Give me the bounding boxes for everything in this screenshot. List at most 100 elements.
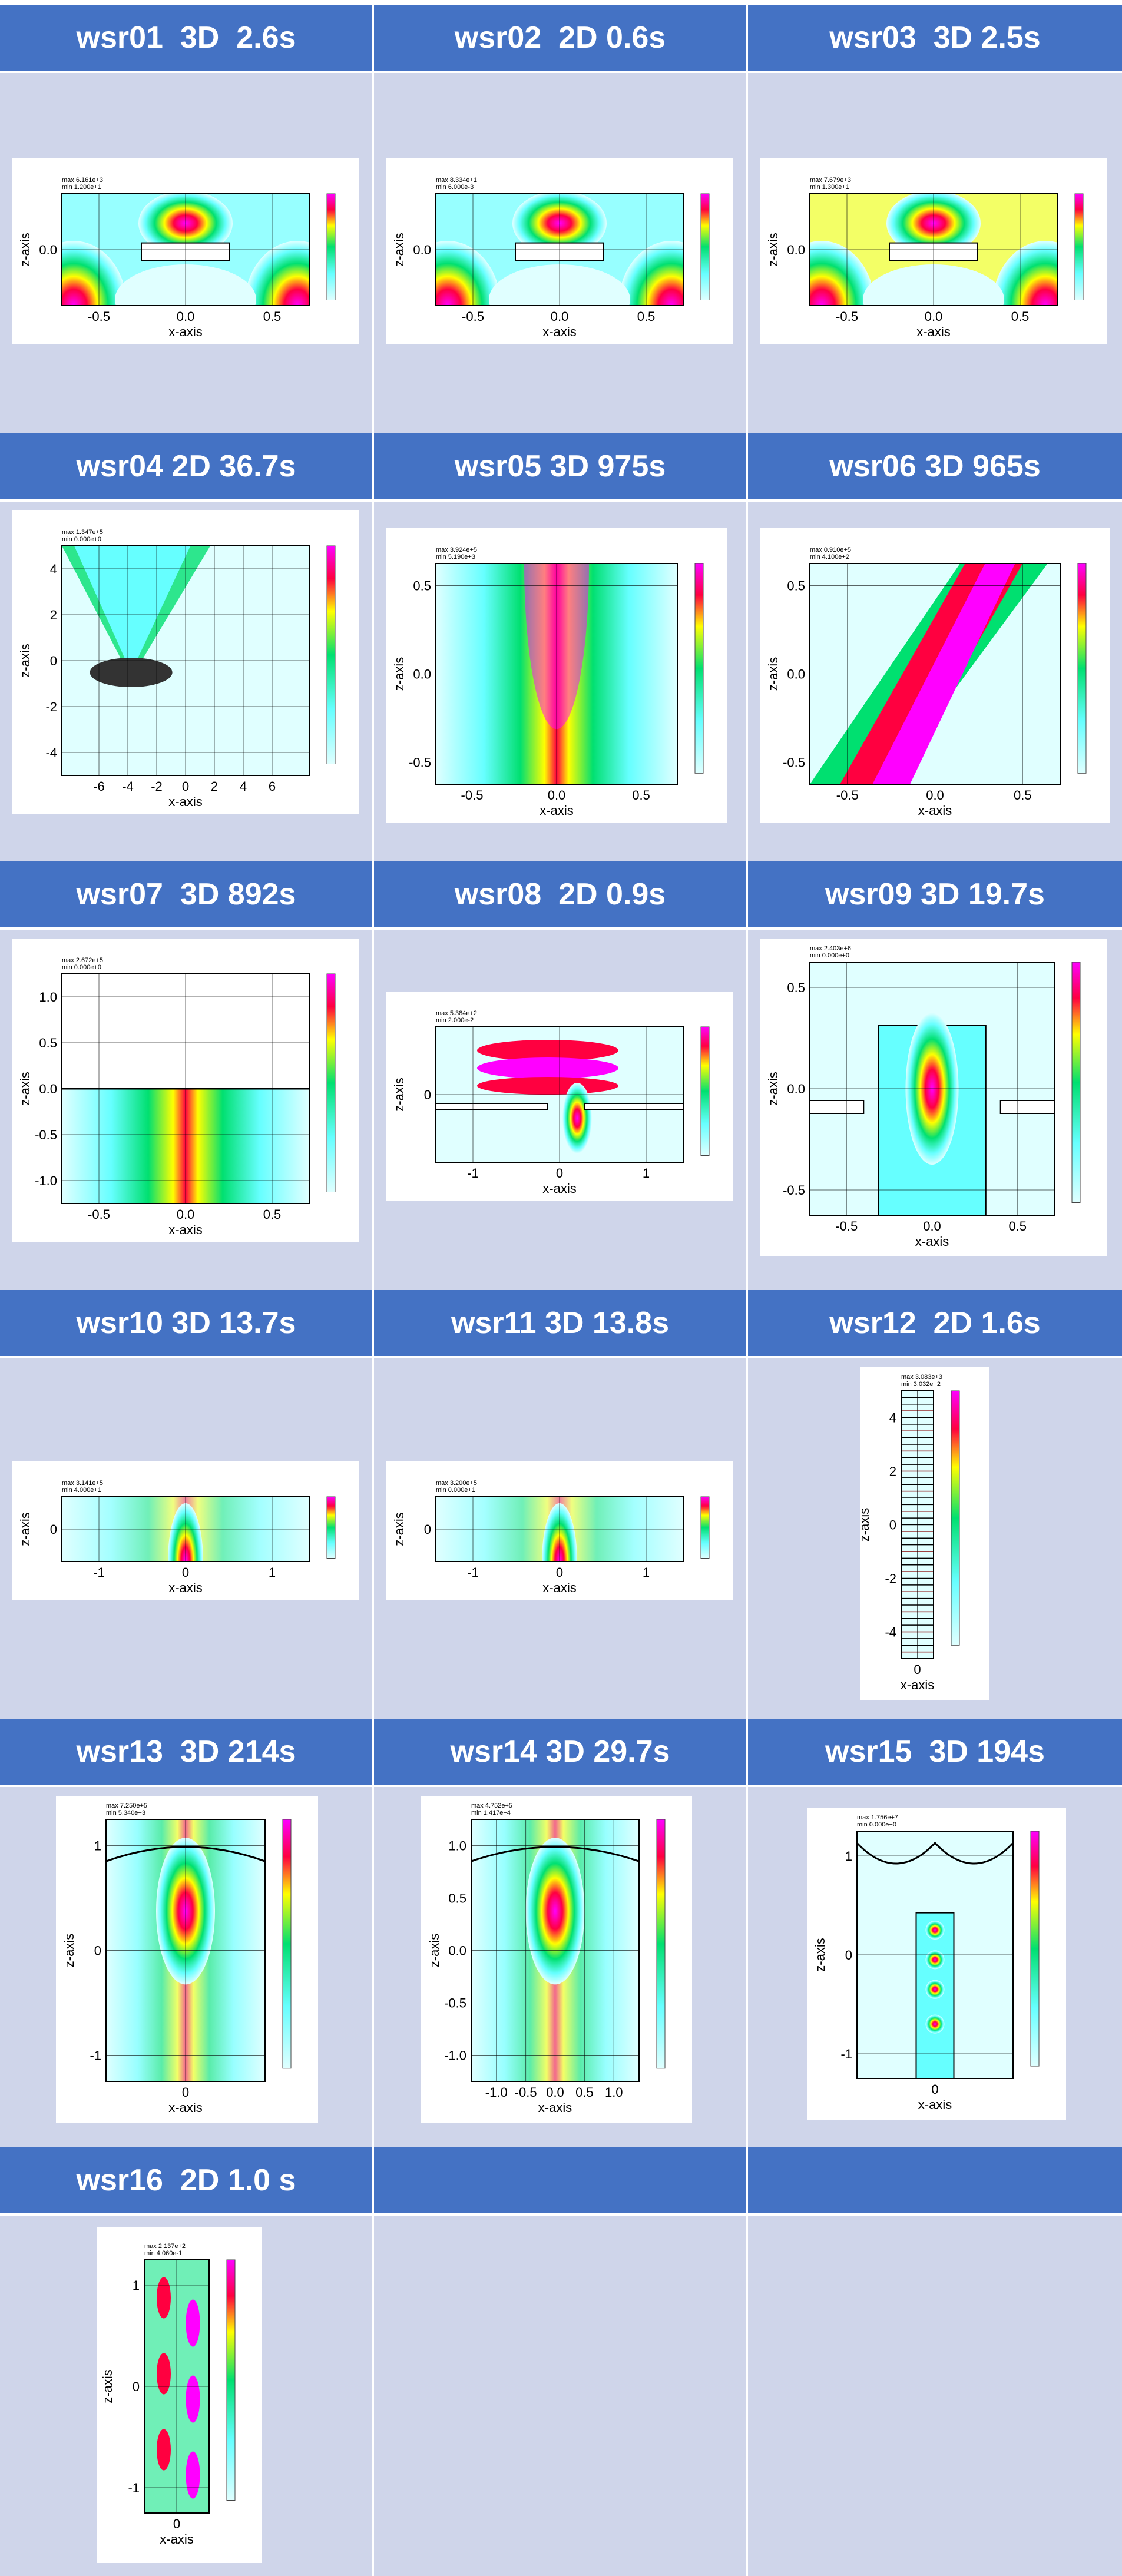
plot-wsr15: max 1.756e+7 min 0.000e+0 1 0 -1 0 x-axis z-axi… [807, 1808, 1066, 2120]
x-tick-label: -0.5 [836, 309, 858, 324]
x-tick-label: 0.0 [177, 309, 195, 324]
z-tick-label: 0 [94, 1944, 101, 1958]
x-tick-label: -1.0 [485, 2085, 508, 2100]
plot-wsr08: max 5.384e+2 min 2.000e-2 0 -1 0 1 x-axis z-axi… [386, 992, 733, 1201]
color-bar [951, 1390, 960, 1646]
x-tick-label: 0 [182, 779, 189, 794]
cell-title-wsr09: wsr09 3D 19.7s [748, 861, 1122, 927]
cell-body-empty18 [748, 2216, 1122, 2576]
min-label: min 1.300e+1 [810, 184, 849, 191]
max-label: max 3.141e+5 [62, 1480, 103, 1487]
color-bar [326, 193, 336, 300]
z-tick-label: 1 [94, 1839, 101, 1854]
plot-wsr11: max 3.200e+5 min 0.000e+1 0 -1 0 1 x-axis z-axi… [386, 1461, 733, 1600]
min-label: min 6.000e-3 [436, 184, 474, 191]
x-tick-label: 0 [556, 1166, 563, 1181]
plot-wsr01: max 6.161e+3 min 1.200e+1 0.0 -0.5 0.0 0.5 x-a… [12, 158, 359, 344]
x-tick-label: -0.5 [515, 2085, 537, 2100]
z-tick-label: -0.5 [783, 755, 805, 770]
z-tick-label: 0.0 [39, 1082, 57, 1096]
max-label: max 4.752e+5 [471, 1802, 512, 1809]
cell-body-wsr16: max 2.137e+2 min 4.060e-1 1 0 -1 0 x-axis z-axi… [0, 2216, 372, 2576]
z-tick-label: 0.0 [413, 243, 431, 257]
z-tick-label: -0.5 [35, 1128, 57, 1142]
x-tick-label: 0.5 [1011, 309, 1030, 324]
z-tick-label: -2 [45, 699, 57, 714]
x-tick-label: 0.5 [637, 309, 656, 324]
x-tick-label: 0.0 [546, 2085, 564, 2100]
plot-wsr09: max 2.403e+6 min 0.000e+0 0.5 0.0 -0.5 -0.5 0.… [760, 939, 1107, 1256]
x-tick-label: -1 [93, 1565, 105, 1580]
cell-title-empty18 [748, 2147, 1122, 2213]
x-tick-label: 0.5 [263, 1207, 282, 1222]
x-tick-label: 0 [556, 1565, 563, 1580]
cell-body-wsr13: max 7.250e+5 min 5.340e+3 1 0 -1 0 x-axis z-axi… [0, 1787, 372, 2147]
cell-body-wsr15: max 1.756e+7 min 0.000e+0 1 0 -1 0 x-axis z-axi… [748, 1787, 1122, 2147]
z-tick-label: 1.0 [448, 1839, 466, 1854]
x-tick-label: 0.5 [263, 309, 282, 324]
z-axis-label: z-axis [392, 1078, 406, 1111]
z-tick-label: 4 [50, 562, 57, 576]
x-tick-label: 1 [643, 1166, 650, 1181]
x-tick-label: 0 [914, 1662, 921, 1677]
z-axis-label: z-axis [62, 1934, 77, 1967]
z-tick-label: 0 [424, 1088, 431, 1102]
z-tick-label: -1.0 [444, 2048, 466, 2063]
cell-title-wsr04: wsr04 2D 36.7s [0, 433, 372, 499]
max-label: max 7.679e+3 [810, 177, 851, 184]
x-tick-label: 1 [643, 1565, 650, 1580]
x-tick-label: 1.0 [605, 2085, 623, 2100]
min-label: min 5.340e+3 [106, 1809, 145, 1816]
x-tick-label: -1 [467, 1166, 479, 1181]
x-tick-label: 0.0 [926, 788, 944, 803]
z-axis-label: z-axis [392, 233, 406, 266]
x-axis-label: x-axis [542, 1580, 576, 1595]
z-axis-label: z-axis [100, 2369, 115, 2403]
x-tick-label: 0.0 [925, 309, 943, 324]
z-tick-label: 1.0 [39, 990, 57, 1004]
x-tick-label: 0.0 [551, 309, 569, 324]
min-label: min 1.417e+4 [471, 1809, 511, 1816]
cell-title-wsr05: wsr05 3D 975s [374, 433, 746, 499]
max-label: max 1.347e+5 [62, 529, 103, 536]
x-tick-label: -6 [93, 779, 105, 794]
color-bar [700, 1026, 710, 1156]
color-bar [282, 1819, 292, 2069]
cell-title-wsr07: wsr07 3D 892s [0, 861, 372, 927]
cell-title-wsr16: wsr16 2D 1.0 s [0, 2147, 372, 2213]
x-tick-label: 0 [173, 2517, 180, 2531]
x-axis-label: x-axis [538, 2100, 572, 2115]
max-label: max 1.756e+7 [857, 1814, 898, 1821]
cell-body-wsr10: max 3.141e+5 min 4.000e+1 0 -1 0 1 x-axis z-axi… [0, 1358, 372, 1719]
max-label: max 3.924e+5 [436, 546, 477, 553]
x-axis-label: x-axis [901, 1677, 934, 1692]
max-label: max 6.161e+3 [62, 177, 103, 184]
z-axis-label: z-axis [392, 657, 406, 691]
x-tick-label: -0.5 [462, 309, 484, 324]
z-tick-label: -0.5 [783, 1183, 805, 1198]
z-tick-label: -0.5 [444, 1996, 466, 2011]
max-label: max 3.083e+3 [901, 1374, 942, 1381]
x-tick-label: 0.5 [632, 788, 650, 803]
cell-title-wsr15: wsr15 3D 194s [748, 1719, 1122, 1785]
z-tick-label: -0.5 [409, 755, 431, 770]
cell-body-wsr02: max 8.334e+1 min 6.000e-3 0.0 -0.5 0.0 0.5 x-a… [374, 73, 746, 433]
color-bar [326, 1496, 336, 1559]
cell-body-wsr06: max 0.910e+5 min 4.100e+2 0.5 0.0 -0.5 -0.5 0.… [748, 502, 1122, 862]
cell-body-wsr05: max 3.924e+5 min 5.190e+3 0.5 0.0 -0.5 -0.5 0.… [374, 502, 746, 862]
x-tick-label: -0.5 [461, 788, 484, 803]
plot-wsr14: max 4.752e+5 min 1.417e+4 1.0 0.5 0.0 -0.5 -1.… [421, 1796, 692, 2123]
max-label: max 2.137e+2 [144, 2243, 186, 2250]
min-label: min 0.000e+0 [62, 964, 101, 971]
z-axis-label: z-axis [392, 1512, 406, 1546]
plot-wsr10: max 3.141e+5 min 4.000e+1 0 -1 0 1 x-axis z-axi… [12, 1461, 359, 1600]
z-tick-label: -4 [885, 1625, 896, 1640]
color-bar [694, 563, 704, 774]
z-tick-label: 0 [424, 1522, 431, 1537]
z-tick-label: 0.5 [787, 980, 805, 995]
x-tick-label: -0.5 [88, 1207, 110, 1222]
z-tick-label: 0.0 [787, 243, 805, 257]
z-tick-label: 0.0 [413, 667, 431, 682]
cell-title-wsr10: wsr10 3D 13.7s [0, 1290, 372, 1356]
